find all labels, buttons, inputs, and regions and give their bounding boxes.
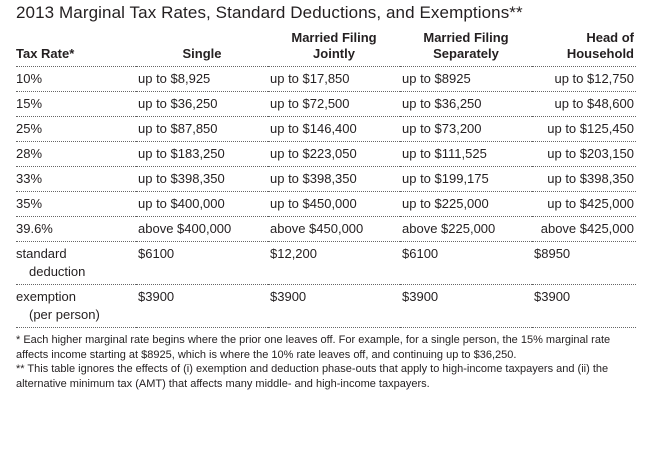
separate-cell: up to $8925 bbox=[400, 66, 532, 92]
joint-cell: $3900 bbox=[268, 284, 400, 328]
separate-cell: $6100 bbox=[400, 241, 532, 285]
label-line: exemption bbox=[16, 289, 76, 304]
rate-cell: 25% bbox=[16, 116, 136, 142]
table-body: 10% up to $8,925 up to $17,850 up to $89… bbox=[16, 66, 636, 328]
header-tax-rate: Tax Rate* bbox=[16, 30, 136, 67]
separate-cell: above $225,000 bbox=[400, 216, 532, 242]
header-married-jointly: Married Filing Jointly bbox=[268, 30, 400, 67]
header-married-separately: Married Filing Separately bbox=[400, 30, 532, 67]
rate-cell: 33% bbox=[16, 166, 136, 192]
separate-cell: up to $225,000 bbox=[400, 191, 532, 217]
table-header: Tax Rate* Single Married Filing Jointly M… bbox=[16, 30, 636, 67]
table-row: 10% up to $8,925 up to $17,850 up to $89… bbox=[16, 66, 636, 92]
joint-cell: up to $146,400 bbox=[268, 116, 400, 142]
exemption-row: exemption (per person) $3900 $3900 $3900… bbox=[16, 284, 636, 328]
table-row: 35% up to $400,000 up to $450,000 up to … bbox=[16, 191, 636, 217]
joint-cell: up to $398,350 bbox=[268, 166, 400, 192]
table-row: 33% up to $398,350 up to $398,350 up to … bbox=[16, 166, 636, 192]
head-cell: above $425,000 bbox=[532, 216, 636, 242]
footnotes: * Each higher marginal rate begins where… bbox=[16, 333, 638, 391]
head-cell: up to $125,450 bbox=[532, 116, 636, 142]
head-cell: up to $425,000 bbox=[532, 191, 636, 217]
joint-cell: up to $17,850 bbox=[268, 66, 400, 92]
head-cell: up to $48,600 bbox=[532, 91, 636, 117]
head-cell: up to $203,150 bbox=[532, 141, 636, 167]
separate-cell: up to $36,250 bbox=[400, 91, 532, 117]
table-row: 15% up to $36,250 up to $72,500 up to $3… bbox=[16, 91, 636, 117]
single-cell: $3900 bbox=[136, 284, 268, 328]
single-cell: up to $36,250 bbox=[136, 91, 268, 117]
joint-cell: $12,200 bbox=[268, 241, 400, 285]
header-head-of-household: Head of Household bbox=[532, 30, 636, 67]
joint-cell: up to $223,050 bbox=[268, 141, 400, 167]
table-row: 28% up to $183,250 up to $223,050 up to … bbox=[16, 141, 636, 167]
header-label: Married Filing Jointly bbox=[291, 30, 377, 61]
standard-deduction-row: standard deduction $6100 $12,200 $6100 $… bbox=[16, 241, 636, 285]
single-cell: $6100 bbox=[136, 241, 268, 285]
head-cell: up to $398,350 bbox=[532, 166, 636, 192]
rate-cell: 39.6% bbox=[16, 216, 136, 242]
separate-cell: $3900 bbox=[400, 284, 532, 328]
rate-cell: 15% bbox=[16, 91, 136, 117]
single-cell: up to $8,925 bbox=[136, 66, 268, 92]
tax-rate-table: Tax Rate* Single Married Filing Jointly M… bbox=[16, 30, 636, 328]
separate-cell: up to $111,525 bbox=[400, 141, 532, 167]
standard-deduction-label: standard deduction bbox=[16, 241, 136, 285]
rate-cell: 28% bbox=[16, 141, 136, 167]
table-title: 2013 Marginal Tax Rates, Standard Deduct… bbox=[16, 3, 523, 22]
single-cell: above $400,000 bbox=[136, 216, 268, 242]
header-row: Tax Rate* Single Married Filing Jointly M… bbox=[16, 30, 636, 67]
single-cell: up to $398,350 bbox=[136, 166, 268, 192]
label-line: (per person) bbox=[29, 307, 100, 322]
header-single: Single bbox=[136, 30, 268, 67]
footnote-phase-outs: ** This table ignores the effects of (i)… bbox=[16, 363, 609, 390]
rate-cell: 35% bbox=[16, 191, 136, 217]
exemption-label: exemption (per person) bbox=[16, 284, 136, 328]
rate-cell: 10% bbox=[16, 66, 136, 92]
label-line: standard bbox=[16, 246, 67, 261]
table-row: 39.6% above $400,000 above $450,000 abov… bbox=[16, 216, 636, 242]
label-line: deduction bbox=[29, 264, 86, 279]
header-label: Married Filing Separately bbox=[423, 30, 509, 61]
joint-cell: above $450,000 bbox=[268, 216, 400, 242]
table-row: 25% up to $87,850 up to $146,400 up to $… bbox=[16, 116, 636, 142]
single-cell: up to $183,250 bbox=[136, 141, 268, 167]
separate-cell: up to $199,175 bbox=[400, 166, 532, 192]
joint-cell: up to $450,000 bbox=[268, 191, 400, 217]
joint-cell: up to $72,500 bbox=[268, 91, 400, 117]
single-cell: up to $400,000 bbox=[136, 191, 268, 217]
header-label: Head of Household bbox=[566, 30, 634, 61]
header-label: Single bbox=[182, 46, 222, 61]
head-cell: $8950 bbox=[532, 241, 636, 285]
head-cell: $3900 bbox=[532, 284, 636, 328]
head-cell: up to $12,750 bbox=[532, 66, 636, 92]
single-cell: up to $87,850 bbox=[136, 116, 268, 142]
header-label: Tax Rate* bbox=[16, 46, 75, 61]
separate-cell: up to $73,200 bbox=[400, 116, 532, 142]
footnote-marginal-rate: * Each higher marginal rate begins where… bbox=[16, 334, 611, 361]
